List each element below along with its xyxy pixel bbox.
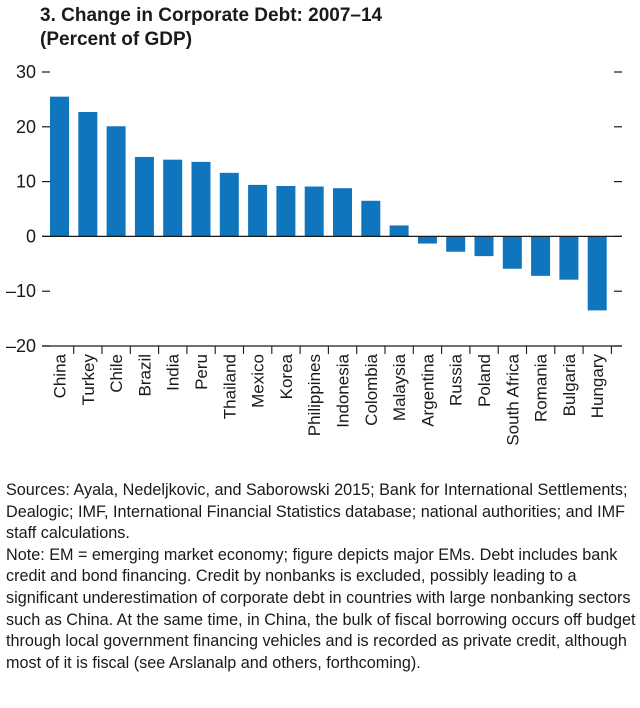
bar-south-africa (502, 236, 522, 269)
bar-thailand (219, 172, 239, 237)
bar-malaysia (389, 225, 409, 237)
bar-turkey (78, 112, 98, 237)
x-tick-label: Malaysia (390, 353, 409, 421)
x-tick-label: Russia (447, 353, 466, 406)
bar-india (163, 159, 183, 237)
y-tick-label: 20 (16, 117, 36, 137)
bar-chile (106, 126, 126, 237)
bar-poland (474, 236, 494, 257)
bar-brazil (134, 156, 154, 237)
bar-china (50, 96, 69, 237)
x-tick-label: Turkey (79, 354, 98, 406)
x-tick-label: Brazil (135, 354, 154, 397)
bar-argentina (417, 236, 437, 244)
y-tick-label: –10 (6, 281, 36, 301)
bar-russia (446, 236, 466, 252)
x-tick-label: Hungary (588, 354, 607, 419)
bar-bulgaria (559, 236, 579, 280)
x-tick-label: Argentina (418, 353, 437, 426)
x-tick-label: Korea (277, 353, 296, 399)
chart-title: 3. Change in Corporate Debt: 2007–14 (40, 5, 383, 26)
x-tick-label: Mexico (249, 354, 268, 408)
x-tick-label: Peru (192, 354, 211, 390)
x-tick-label: Thailand (220, 354, 239, 419)
x-tick-label: Romania (532, 353, 551, 422)
sources-text: Sources: Ayala, Nedeljkovic, and Saborow… (6, 481, 628, 543)
bar-colombia (361, 200, 381, 237)
x-tick-label: South Africa (503, 353, 522, 445)
bar-philippines (304, 186, 324, 237)
x-tick-label: Colombia (362, 353, 381, 425)
x-tick-label: China (51, 353, 70, 398)
chart-notes: Sources: Ayala, Nedeljkovic, and Saborow… (6, 480, 636, 674)
bar-korea (276, 185, 296, 237)
x-tick-label: Philippines (305, 354, 324, 436)
x-tick-label: Chile (107, 354, 126, 393)
chart-title-block: 3. Change in Corporate Debt: 2007–14 (Pe… (40, 4, 382, 52)
x-tick-label: Indonesia (334, 353, 353, 427)
y-tick-label: 0 (26, 226, 36, 246)
x-tick-label: Bulgaria (560, 353, 579, 416)
x-tick-label: India (164, 353, 183, 390)
bar-indonesia (333, 188, 352, 237)
bar-mexico (248, 184, 268, 237)
note-text: Note: EM = emerging market economy; figu… (6, 545, 636, 672)
bar-romania (531, 236, 551, 276)
y-tick-label: –20 (6, 336, 36, 356)
y-tick-label: 10 (16, 172, 36, 192)
bar-peru (191, 161, 211, 237)
plot-area: –20 –10 0 10 20 30 China Turkey Chile Brazil India… (6, 62, 622, 446)
x-tick-label: Poland (475, 354, 494, 407)
chart-subtitle: (Percent of GDP) (40, 29, 193, 50)
y-tick-label: 30 (16, 62, 36, 82)
bar-chart: –20 –10 0 10 20 30 China Turkey Chile Brazil India… (6, 62, 622, 446)
bar-hungary (587, 236, 607, 311)
